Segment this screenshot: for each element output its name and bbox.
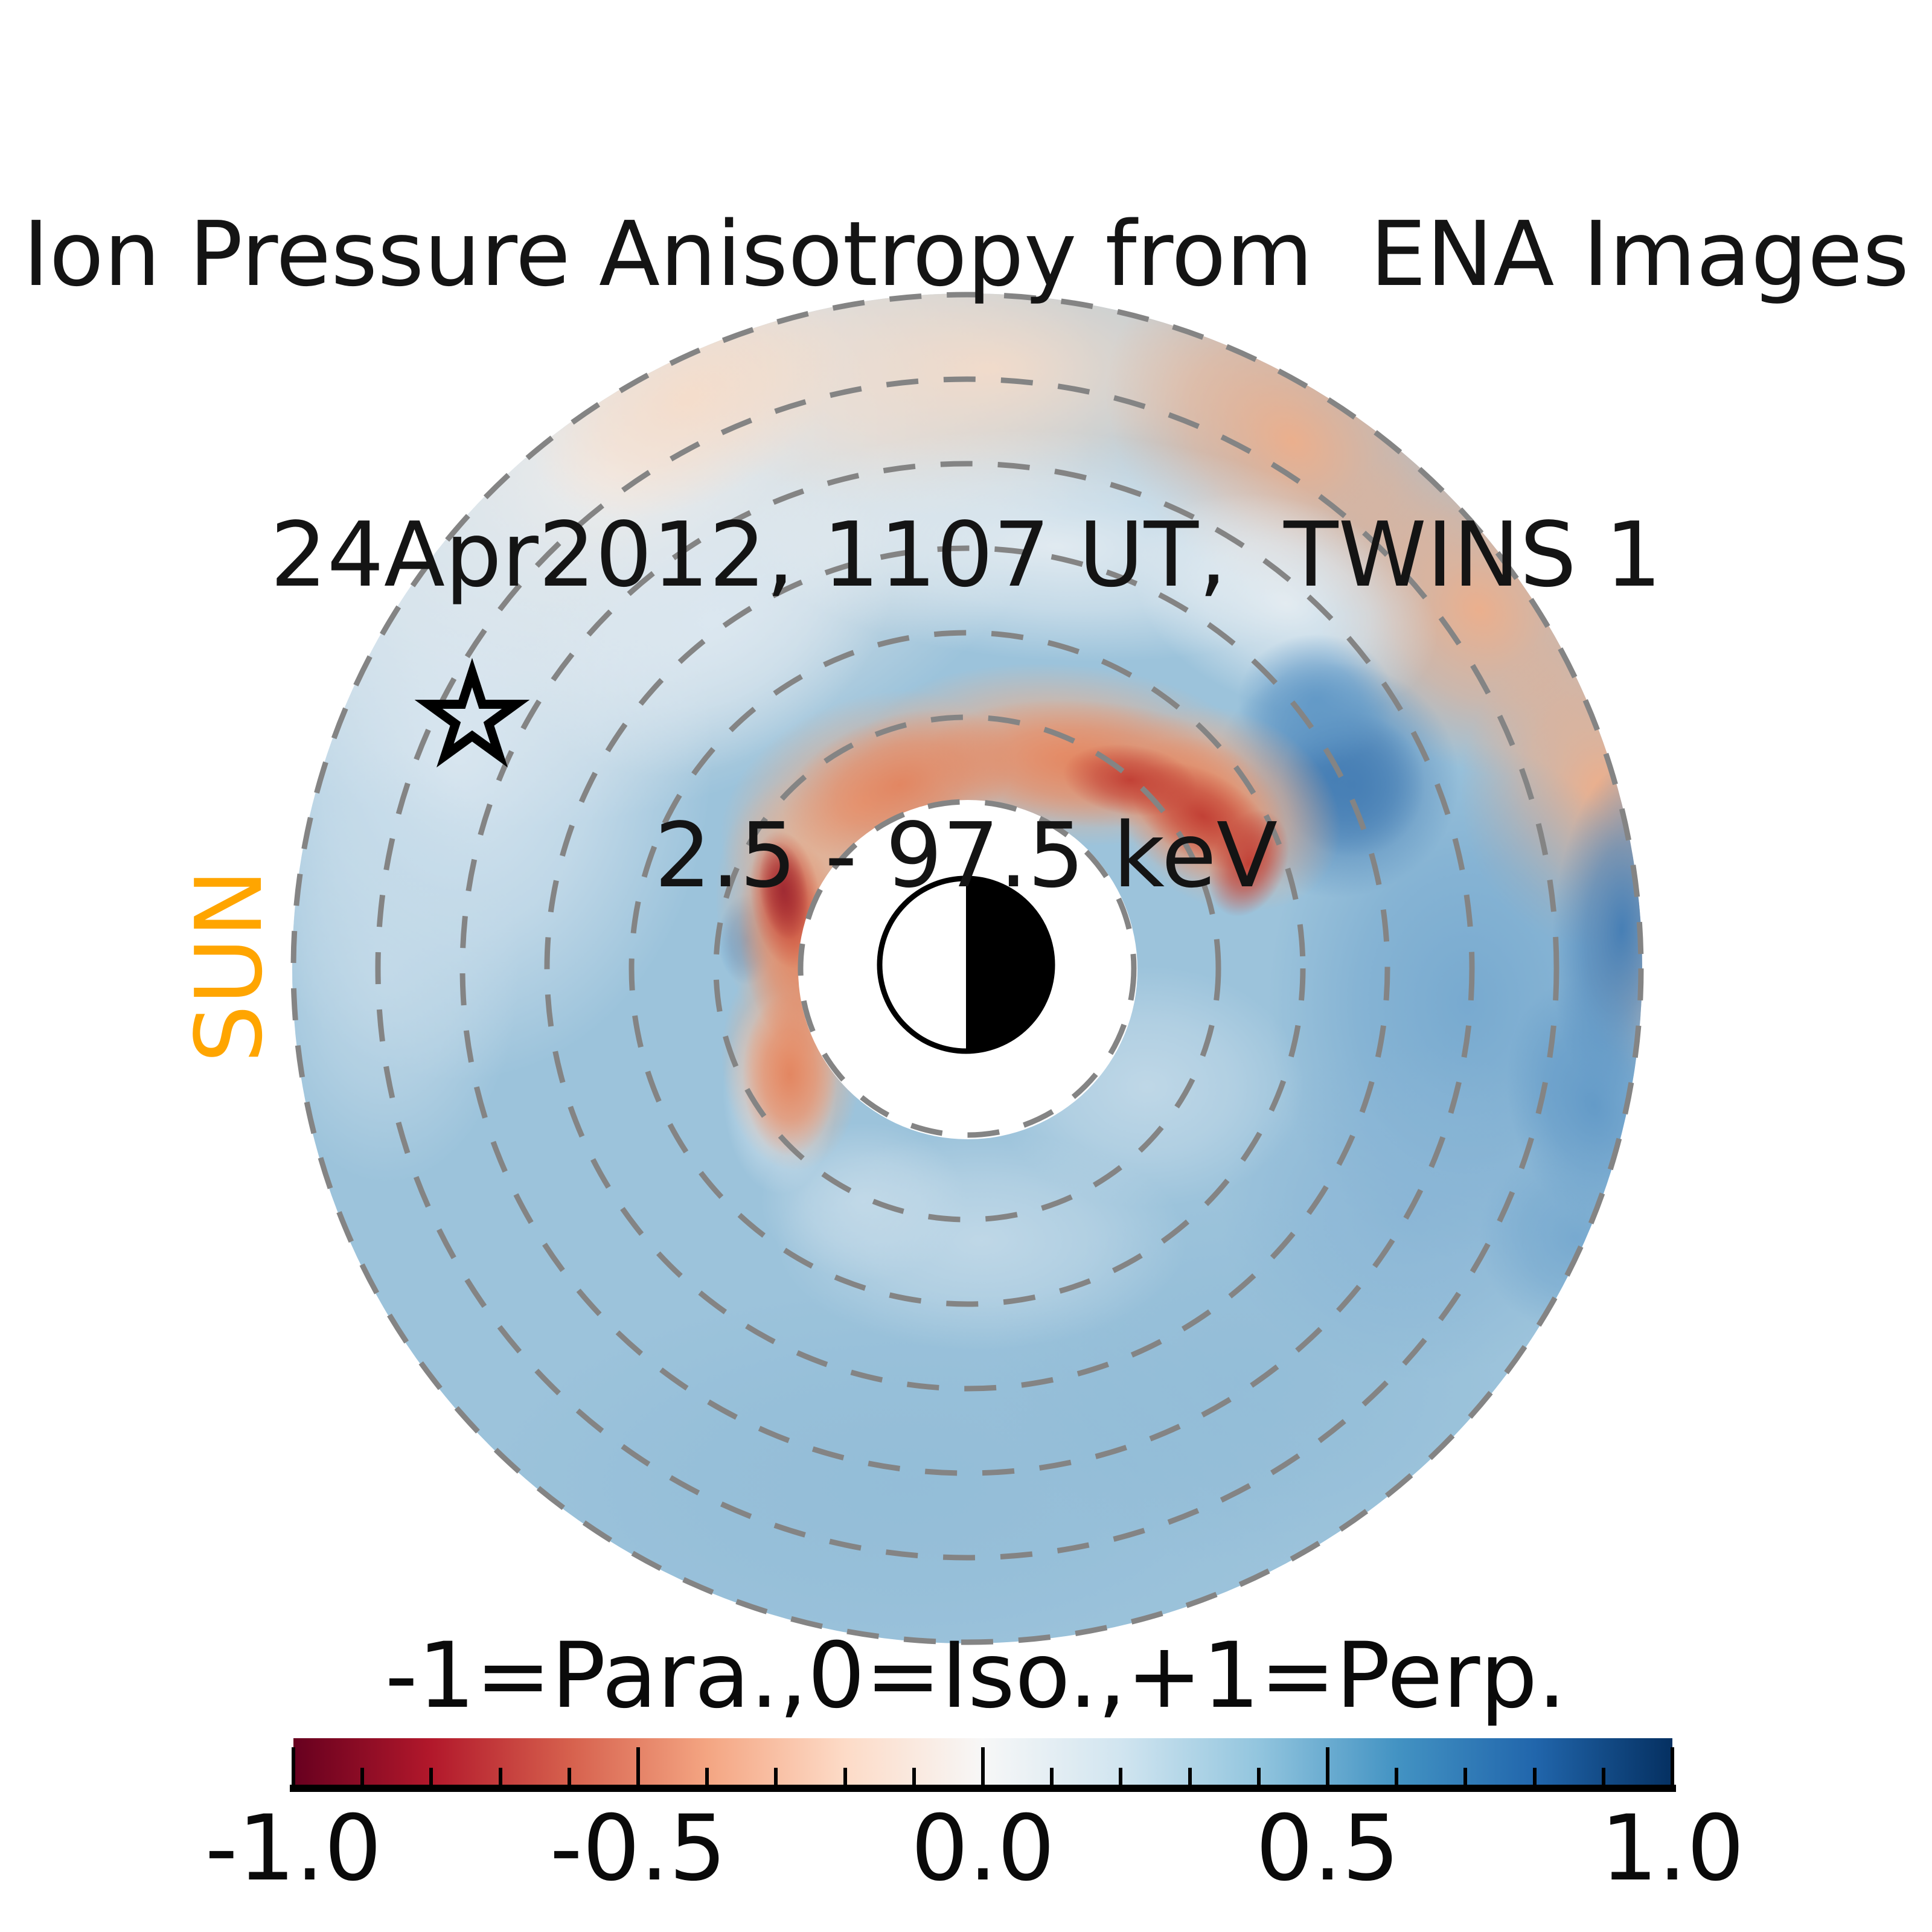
colorbar-tick-label: -0.5 [549,1796,727,1901]
colorbar-axis-line [290,1785,1676,1792]
colorbar-major-tick [981,1747,985,1786]
colorbar-minor-tick [1532,1768,1537,1786]
colorbar-minor-tick [567,1768,571,1786]
colorbar-minor-tick [1395,1768,1399,1786]
colorbar-major-tick [636,1747,640,1786]
colorbar-tick-label: 0.5 [1255,1796,1400,1901]
chart-title: Ion Pressure Anisotropy from ENA Images [22,202,1910,306]
colorbar-tick-label: -1.0 [205,1796,382,1901]
sun-direction-label: SUN [176,869,283,1063]
colorbar-minor-tick [498,1768,502,1786]
colorbar-major-tick [292,1747,295,1786]
colorbar-minor-tick [429,1768,433,1786]
colorbar-minor-tick [1256,1768,1261,1786]
l-shell-ring [798,799,1137,1138]
l-shell-ring [459,461,1475,1476]
chart-subtitle-date: 24Apr2012, 1107 UT, TWINS 1 [270,503,1662,607]
colorbar-minor-tick [1050,1768,1054,1786]
colorbar-minor-tick [1601,1768,1605,1786]
colorbar-minor-tick [1463,1768,1468,1786]
colorbar-minor-tick [1188,1768,1192,1786]
colorbar-tick-label: 1.0 [1600,1796,1745,1901]
colorbar-minor-tick [912,1768,916,1786]
colorbar-major-tick [1671,1747,1674,1786]
l-shell-ring [375,376,1559,1561]
colorbar-minor-tick [360,1768,365,1786]
colorbar-major-tick [1326,1747,1329,1786]
earth-nightside [966,878,1052,1051]
title-block: Ion Pressure Anisotropy from ENA Images … [0,4,1932,1106]
colorbar-minor-tick [1119,1768,1123,1786]
l-shell-ring [713,714,1221,1223]
l-shell-ring [290,292,1644,1645]
colorbar-tick-label: 0.0 [910,1796,1055,1901]
l-shell-rings [290,292,1644,1645]
star-marker [414,657,530,768]
l-shell-ring [629,630,1306,1307]
earth-symbol [877,875,1055,1054]
l-shell-ring [544,545,1390,1392]
colorbar-minor-tick [774,1768,778,1786]
colorbar-label: -1=Para.,0=Iso.,+1=Perp. [385,1623,1567,1729]
colorbar-minor-tick [705,1768,709,1786]
chart-subtitle-energy: 2.5 - 97.5 keV [654,804,1278,907]
colorbar-minor-tick [843,1768,847,1786]
